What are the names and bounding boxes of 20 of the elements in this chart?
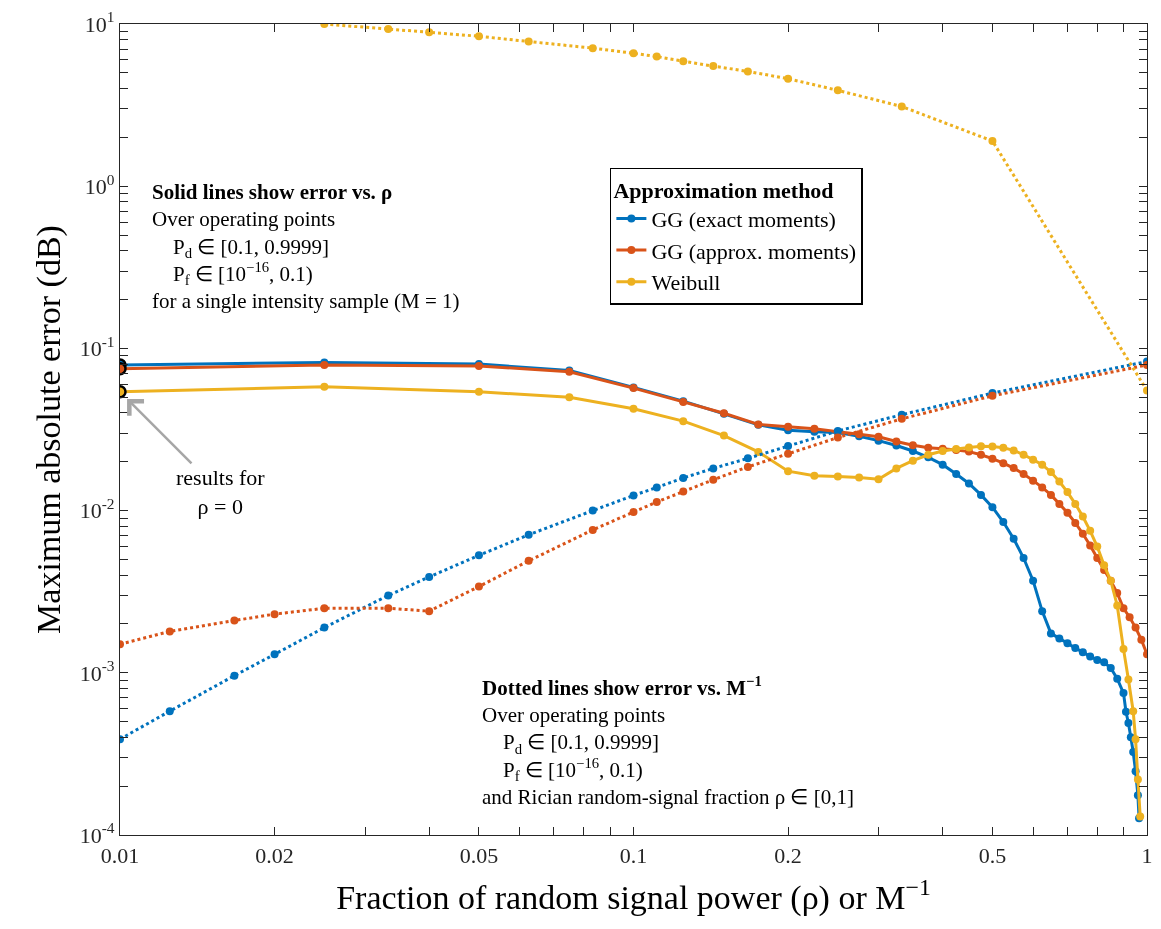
x-tick-label: 0.1	[619, 842, 648, 868]
text: Dotted lines show error vs. M$^{−1}$ Over operating points P$_{d}$ ∈ [0.1, 0.9999] P$_{f}$ ∈ [10$^{−16}$, 0.1) and Rician random-signal fraction ρ ∈ [0,1]	[482, 673, 854, 810]
y-tick-label: 10$^{0}$	[84, 170, 115, 199]
legend-label: Weibull	[651, 270, 721, 296]
x-tick-label: 0.05	[459, 842, 499, 868]
x-tick-label: 0.2	[774, 842, 802, 868]
y-axis-title: Maximum absolute error (dB)	[30, 225, 69, 634]
annotation: results for ρ = 0	[176, 465, 266, 519]
y-tick-label: 10$^{-3}$	[79, 657, 115, 686]
x-tick-label: 0.5	[978, 842, 1007, 868]
legend-title: Approximation method	[613, 177, 834, 203]
text: Solid lines show error vs. ρ Over operating points P$_{d}$ ∈ [0.1, 0.9999] P$_{f}$ ∈ [10$^{−16}$, 0.1) for a single intensity sample (M = 1)	[152, 180, 460, 314]
x-tick-label: 0.02	[255, 842, 294, 868]
y-tick-label: 10$^{1}$	[84, 8, 115, 37]
x-axis-title: Fraction of random signal power (ρ) or M$^{−1}$	[336, 873, 931, 917]
y-tick-label: 10$^{-2}$	[79, 495, 115, 524]
legend-label: GG (approx. moments)	[651, 238, 857, 264]
legend-label: GG (exact moments)	[651, 207, 836, 233]
x-tick-label: 1	[1141, 842, 1153, 868]
y-tick-label: 10$^{-1}$	[79, 332, 115, 362]
